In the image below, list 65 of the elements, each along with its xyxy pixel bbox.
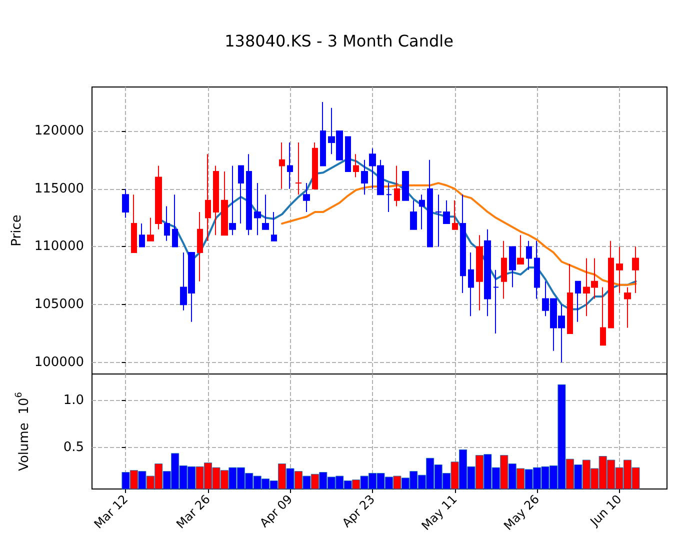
y-tick-label: 0.5 — [63, 440, 84, 456]
candlestick — [517, 234, 524, 265]
y-tick-label: 110000 — [34, 239, 84, 254]
candlestick — [427, 159, 433, 248]
candlestick — [452, 200, 458, 230]
y-tick-label: 1.0 — [63, 392, 84, 408]
candlestick — [484, 228, 491, 317]
candlestick — [345, 136, 351, 172]
chart-title: 138040.KS - 3 Month Candle — [224, 32, 454, 50]
candlestick — [197, 211, 203, 282]
candlestick — [534, 240, 540, 300]
candlestick — [131, 194, 137, 253]
x-tick-label: Mar 12 — [91, 492, 131, 532]
y-axis-title: Volume 106 — [14, 392, 32, 471]
candlestick — [147, 217, 154, 242]
candlestick — [361, 159, 368, 196]
candlestick — [386, 182, 392, 212]
candlestick — [608, 240, 614, 328]
candlestick — [632, 246, 639, 294]
candlestick — [139, 223, 145, 248]
candlestick — [155, 165, 162, 230]
candlestick — [567, 264, 573, 334]
candlestick — [501, 240, 507, 300]
candlestick — [295, 142, 302, 196]
candlestick — [624, 286, 631, 328]
y-axis-title: Price — [9, 214, 24, 246]
candlestick — [246, 154, 252, 236]
candlestick — [468, 252, 474, 317]
y-tick-label: 115000 — [34, 181, 84, 196]
candlestick — [229, 165, 236, 236]
candlestick — [303, 182, 310, 212]
candlestick — [616, 246, 623, 294]
candlestick — [205, 154, 211, 242]
x-tick-label: Apr 23 — [339, 492, 378, 530]
x-tick-label: Mar 26 — [174, 492, 213, 532]
candlestick — [312, 142, 318, 190]
candlestick — [460, 194, 466, 294]
candlestick — [271, 211, 277, 242]
x-tick-label: Apr 09 — [257, 492, 296, 530]
candlestick — [394, 165, 400, 207]
candlestick — [164, 206, 170, 242]
candlestick — [172, 194, 178, 248]
x-tick-label: Jun 10 — [586, 492, 624, 530]
candlestick — [509, 246, 516, 288]
candlestick — [402, 170, 409, 201]
y-tick-label: 120000 — [34, 123, 84, 138]
candlestick — [238, 165, 244, 224]
candlestick — [262, 194, 269, 230]
candlestick — [493, 269, 499, 334]
candlestick — [575, 280, 581, 322]
candlestick — [287, 142, 293, 190]
candlestick — [526, 240, 532, 270]
candlestick — [353, 154, 359, 178]
candlestick — [221, 170, 228, 236]
candlestick — [419, 194, 425, 230]
y-tick-label: 100000 — [34, 354, 84, 370]
y-tick-label: 105000 — [34, 297, 84, 312]
candlestick — [254, 182, 261, 236]
candlestick — [476, 234, 483, 311]
line-series — [281, 182, 637, 286]
candlestick — [213, 165, 219, 236]
candlestick — [279, 142, 285, 190]
candlestick — [600, 286, 606, 346]
candlestick — [320, 102, 326, 166]
candlestick — [410, 200, 417, 230]
